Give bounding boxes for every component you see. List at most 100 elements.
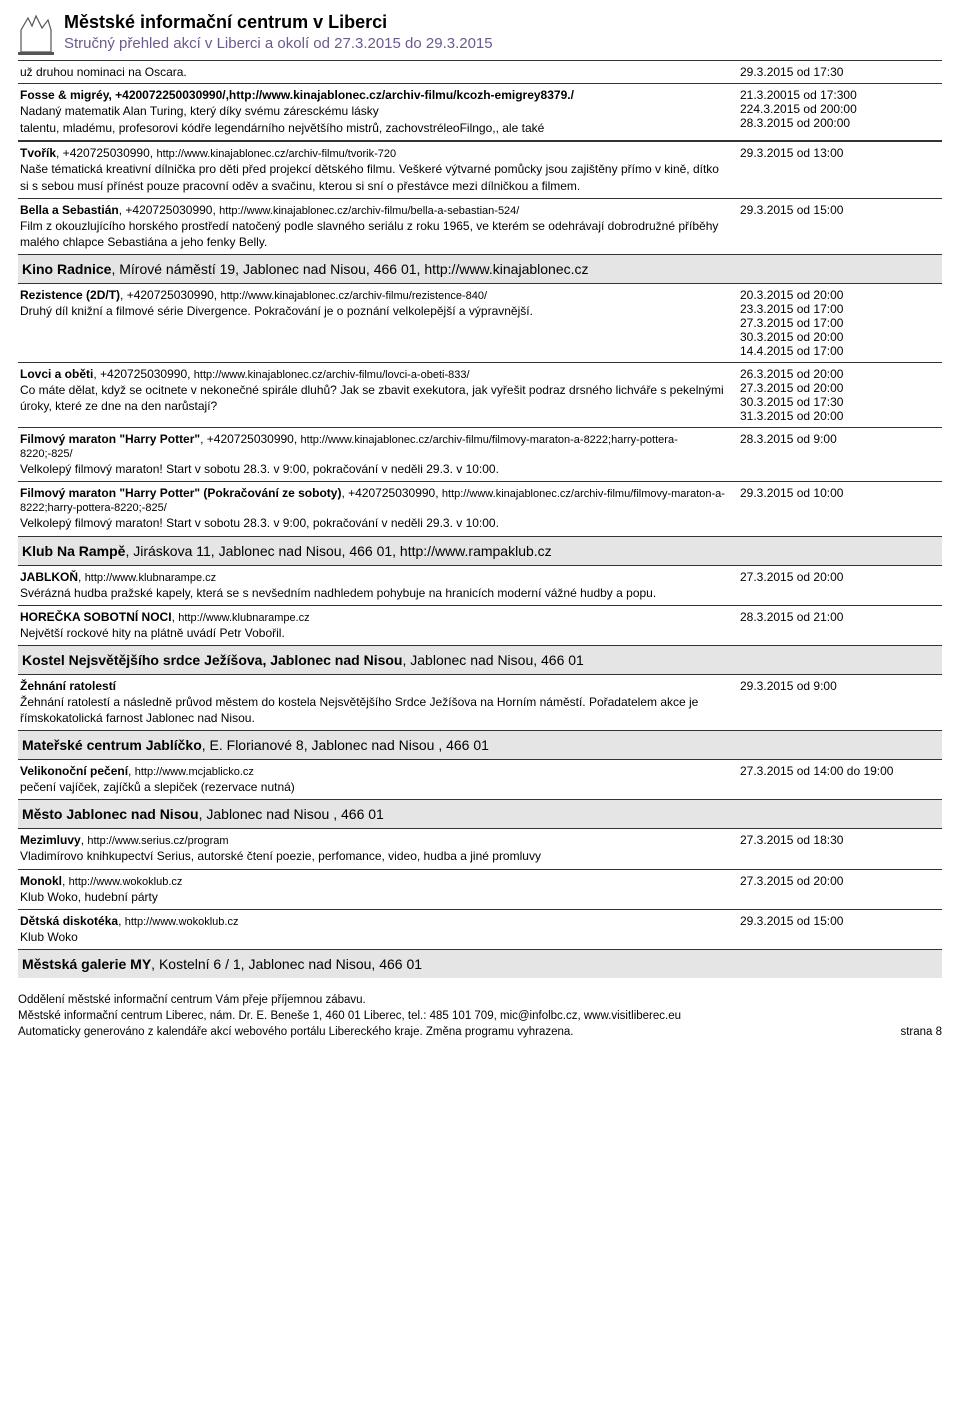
continuation-date: 29.3.2015 od 17:30 [740,65,940,79]
event-date: 28.3.2015 od 9:00 [740,432,940,446]
venue-header: Kostel Nejsvětějšího srdce Ježíšova, Jab… [18,645,942,674]
venue-name: Městská galerie MY [22,956,151,972]
page-title: Městské informační centrum v Liberci [64,12,493,33]
event-date: 29.3.2015 od 9:00 [740,679,940,693]
event-description: Naše tématická kreativní dílnička pro dě… [20,161,728,193]
venue-name: Kino Radnice [22,261,111,277]
overlay-date-2: 28.3.2015 od 200:00 [740,116,940,130]
event-date: 30.3.2015 od 20:00 [740,330,940,344]
event-date: 27.3.2015 od 14:00 do 19:00 [740,764,940,778]
event-title: Rezistence (2D/T) [20,288,120,302]
event-url: , http://www.serius.cz/program [81,833,229,847]
event-description: Svérázná hudba pražské kapely, která se … [20,585,728,601]
event-date: 27.3.2015 od 20:00 [740,874,940,888]
event-row: Tvořík, +420725030990, http://www.kinaja… [18,141,942,197]
event-description: Druhý díl knižní a filmové série Diverge… [20,303,728,319]
footer-line-3: Automaticky generováno z kalendáře akcí … [18,1026,574,1038]
continuation-row: už druhou nominaci na Oscara. 29.3.2015 … [18,60,942,83]
venue-header: Mateřské centrum Jablíčko, E. Florianové… [18,730,942,759]
event-title: Žehnání ratolestí [20,679,116,693]
event-date: 29.3.2015 od 15:00 [740,914,940,928]
venue-name: Město Jablonec nad Nisou [22,806,199,822]
venue-header: Město Jablonec nad Nisou, Jablonec nad N… [18,799,942,828]
event-description: Velkolepý filmový maraton! Start v sobot… [20,515,728,531]
venue-address: , Mírové náměstí 19, Jablonec nad Nisou,… [111,261,588,277]
event-row: Rezistence (2D/T), +420725030990, http:/… [18,283,942,362]
event-row: HOREČKA SOBOTNÍ NOCI, http://www.klubnar… [18,605,942,645]
event-title: Tvořík [20,146,56,160]
event-url: , http://www.kinajablonec.cz/archiv-film… [150,146,396,160]
event-title: Dětská diskotéka [20,914,118,928]
event-description: Klub Woko, hudební párty [20,889,728,905]
event-row: Monokl, http://www.wokoklub.czKlub Woko,… [18,869,942,909]
event-phone: , +420725030990 [200,432,294,446]
event-title: Velikonoční pečení [20,764,128,778]
event-row: JABLKOŇ, http://www.klubnarampe.czSvéráz… [18,565,942,605]
event-date: 27.3.2015 od 20:00 [740,381,940,395]
event-date: 29.3.2015 od 13:00 [740,146,940,160]
venue-name: Klub Na Rampě [22,543,125,559]
page-footer: Oddělení městské informační centrum Vám … [18,992,942,1040]
event-date: 20.3.2015 od 20:00 [740,288,940,302]
event-description: Velkolepý filmový maraton! Start v sobot… [20,461,728,477]
event-date: 27.3.2015 od 17:00 [740,316,940,330]
event-title: Filmový maraton "Harry Potter" (Pokračov… [20,486,341,500]
event-date: 28.3.2015 od 21:00 [740,610,940,624]
page-header: Městské informační centrum v Liberci Str… [18,12,942,56]
event-date: 23.3.2015 od 17:00 [740,302,940,316]
venue-name: Kostel Nejsvětějšího srdce Ježíšova, Jab… [22,652,402,668]
venue-address: , Jablonec nad Nisou , 466 01 [199,806,384,822]
overlay-desc-b: talentu, mladému, profesorovi kódře lege… [20,120,728,136]
overlay-title-a: Fosse & migréy, +420072250030990/,http:/… [20,88,574,102]
event-phone: , +420725030990 [119,203,213,217]
event-title: Lovci a oběti [20,367,93,381]
event-phone: , +420725030990 [341,486,435,500]
footer-line-1: Oddělení městské informační centrum Vám … [18,992,942,1008]
event-row: Filmový maraton "Harry Potter", +4207250… [18,427,942,481]
page-subtitle: Stručný přehled akcí v Liberci a okolí o… [64,35,493,52]
event-url: , http://www.kinajablonec.cz/archiv-film… [214,288,487,302]
event-row: Žehnání ratolestíŽehnání ratolestí a nás… [18,674,942,730]
event-title: JABLKOŇ [20,570,78,584]
event-title: Monokl [20,874,62,888]
event-url: , http://www.wokoklub.cz [62,874,182,888]
venue-address: , E. Florianové 8, Jablonec nad Nisou , … [202,737,489,753]
event-description: Klub Woko [20,929,728,945]
event-description: Film z okouzlujícího horského prostředí … [20,218,728,250]
event-title: HOREČKA SOBOTNÍ NOCI [20,610,172,624]
event-date: 29.3.2015 od 10:00 [740,486,940,500]
event-date: 26.3.2015 od 20:00 [740,367,940,381]
footer-line-2: Městské informační centrum Liberec, nám.… [18,1008,942,1024]
logo-icon [18,12,54,56]
venue-address: , Jablonec nad Nisou, 466 01 [402,652,583,668]
event-date: 27.3.2015 od 20:00 [740,570,940,584]
event-row: Mezimluvy, http://www.serius.cz/programV… [18,828,942,868]
event-url: , http://www.klubnarampe.cz [172,610,310,624]
event-description: Co máte dělat, když se ocitnete v nekone… [20,382,728,414]
event-url: , http://www.mcjablicko.cz [128,764,254,778]
event-row: Lovci a oběti, +420725030990, http://www… [18,362,942,427]
event-phone: , +420725030990 [56,146,150,160]
event-date: 29.3.2015 od 15:00 [740,203,940,217]
event-date: 14.4.2015 od 17:00 [740,344,940,358]
event-url: , http://www.klubnarampe.cz [78,570,216,584]
event-description: Vladimírovo knihkupectví Serius, autorsk… [20,848,728,864]
venue-header: Klub Na Rampě, Jiráskova 11, Jablonec na… [18,536,942,565]
event-title: Filmový maraton "Harry Potter" [20,432,200,446]
venue-address: , Jiráskova 11, Jablonec nad Nisou, 466 … [125,543,551,559]
event-phone: , +420725030990 [93,367,187,381]
overlay-desc-a: Nadaný matematik Alan Turing, který díky… [20,103,728,119]
overlapping-event-block: Fosse & migréy, +420072250030990/,http:/… [18,83,942,141]
venue-header: Městská galerie MY, Kostelní 6 / 1, Jabl… [18,949,942,978]
event-url: , http://www.kinajablonec.cz/archiv-film… [187,367,469,381]
event-date: 31.3.2015 od 20:00 [740,409,940,423]
event-row: Dětská diskotéka, http://www.wokoklub.cz… [18,909,942,949]
event-row: Bella a Sebastián, +420725030990, http:/… [18,198,942,254]
event-description: Žehnání ratolestí a následně průvod měst… [20,694,728,726]
event-phone: , +420725030990 [120,288,214,302]
overlay-date-0: 21.3.20015 od 17:300 [740,88,940,102]
event-row: Velikonoční pečení, http://www.mcjablick… [18,759,942,799]
venue-name: Mateřské centrum Jablíčko [22,737,202,753]
continuation-text: už druhou nominaci na Oscara. [20,65,740,79]
venue-header: Kino Radnice, Mírové náměstí 19, Jablone… [18,254,942,283]
